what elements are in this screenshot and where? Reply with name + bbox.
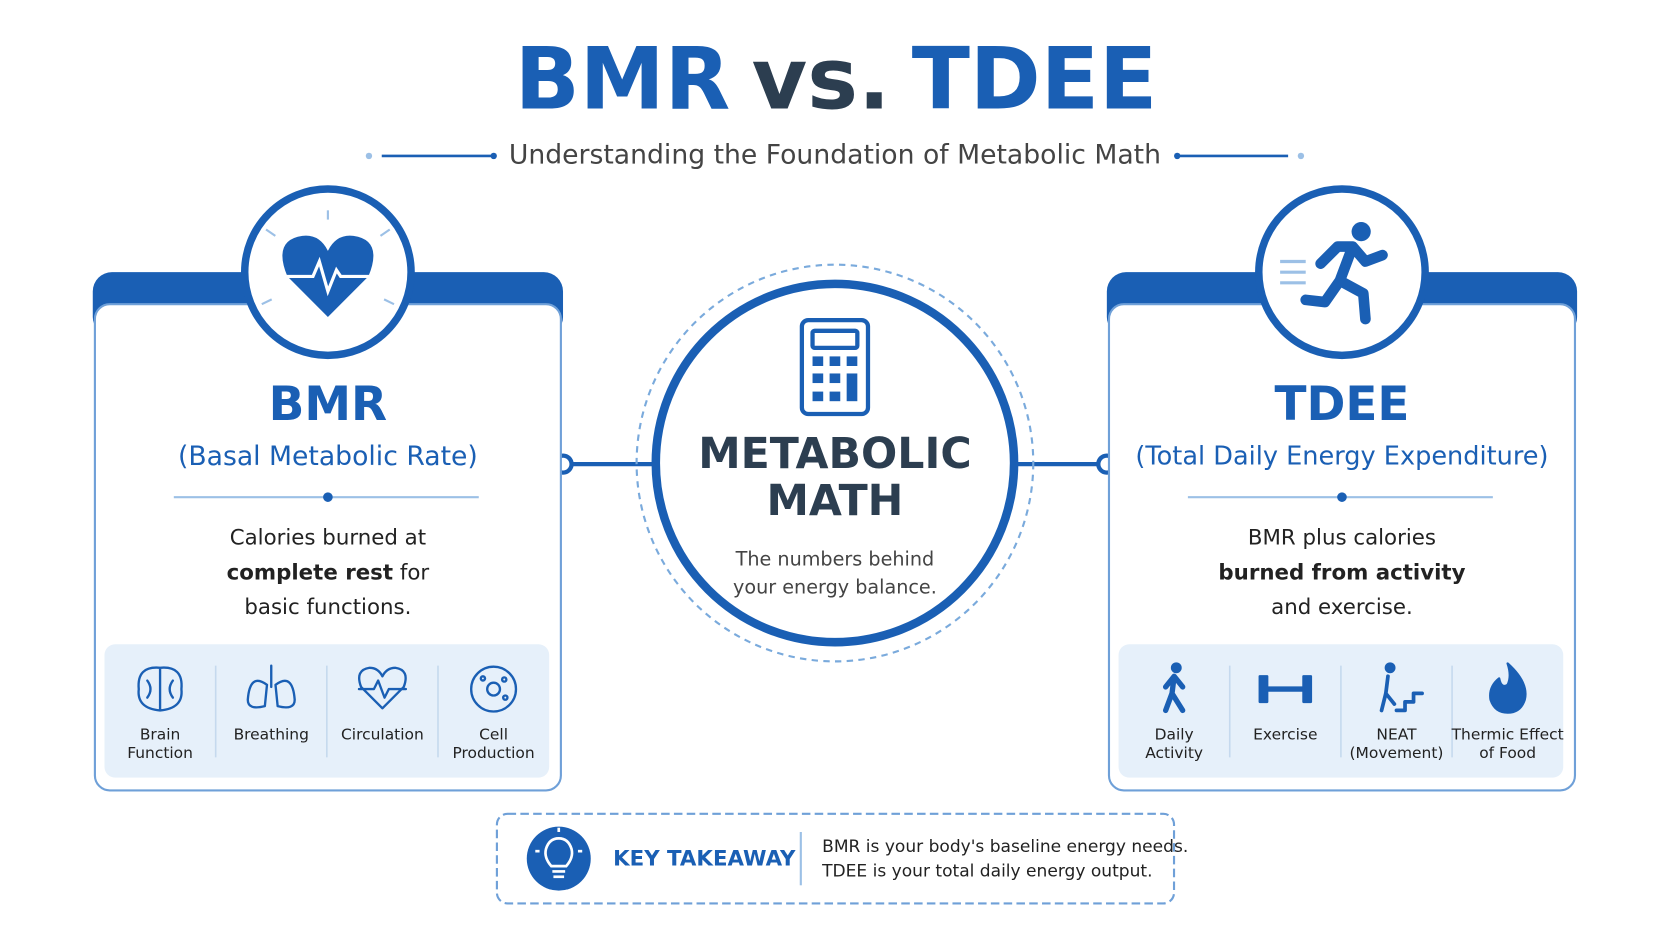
card-description: complete rest for bbox=[227, 560, 430, 585]
card: TDEE (Total Daily Energy Expenditure) BMR … bbox=[1106, 185, 1578, 792]
takeaway-text: BMR is your body's baseline energy needs… bbox=[822, 837, 1188, 857]
item-label: Brain bbox=[140, 725, 181, 743]
item-label: NEAT bbox=[1376, 725, 1417, 743]
takeaway-text: TDEE is your total daily energy output. bbox=[821, 861, 1152, 881]
walk-icon bbox=[1170, 662, 1182, 674]
item-icon bbox=[357, 666, 408, 710]
description-segment: Calories burned at bbox=[230, 526, 426, 551]
dumbbell-icon bbox=[1258, 675, 1269, 704]
card-description: burned from activity bbox=[1218, 560, 1465, 585]
heart-badge-icon bbox=[282, 235, 374, 317]
description-segment: burned from activity bbox=[1218, 560, 1465, 585]
ray bbox=[383, 298, 395, 306]
ray bbox=[379, 228, 391, 237]
bulb-icon bbox=[535, 827, 583, 879]
takeaway-label: KEY TAKEAWAY bbox=[613, 847, 796, 872]
card-subtitle: (Total Daily Energy Expenditure) bbox=[1135, 442, 1548, 472]
item-label: Circulation bbox=[341, 725, 424, 743]
center-title: MATH bbox=[766, 476, 903, 526]
divider-dot bbox=[323, 492, 333, 502]
description-segment: complete rest bbox=[227, 560, 393, 585]
subtitle: Understanding the Foundation of Metaboli… bbox=[509, 139, 1161, 170]
item-label: (Movement) bbox=[1350, 744, 1444, 762]
item-icon bbox=[1379, 662, 1424, 713]
cell-icon bbox=[470, 665, 518, 713]
item-icon bbox=[137, 666, 183, 712]
cell-icon bbox=[501, 694, 509, 701]
title: BMR vs. TDEE bbox=[515, 31, 1158, 130]
calculator-icon bbox=[799, 318, 871, 417]
item-label: Activity bbox=[1145, 744, 1203, 762]
stairs-icon bbox=[1379, 674, 1424, 713]
subtitle-decoration bbox=[365, 152, 1305, 160]
walk-icon bbox=[1162, 673, 1186, 714]
lungs-icon bbox=[246, 664, 296, 709]
bulb-badge bbox=[526, 826, 591, 891]
item-icon bbox=[470, 665, 518, 713]
stairs-icon bbox=[1384, 662, 1396, 674]
item-icon bbox=[246, 664, 296, 709]
item-icon bbox=[1162, 662, 1186, 714]
card-description: Calories burned at bbox=[230, 526, 426, 551]
card-title: TDEE bbox=[1274, 377, 1409, 432]
item-label: of Food bbox=[1479, 744, 1536, 762]
description-segment: for bbox=[393, 560, 429, 585]
card-description: BMR plus calories bbox=[1248, 526, 1436, 551]
runner-icon bbox=[1351, 222, 1371, 242]
description-segment: BMR plus calories bbox=[1248, 526, 1436, 551]
card-description: basic functions. bbox=[244, 595, 411, 620]
card: BMR (Basal Metabolic Rate) Calories burned… bbox=[92, 185, 564, 792]
cell-icon bbox=[479, 675, 487, 682]
badge-icon bbox=[1280, 222, 1388, 325]
description-segment: basic functions. bbox=[244, 595, 411, 620]
divider-dot bbox=[1337, 492, 1347, 502]
cell-icon bbox=[486, 681, 502, 697]
dumbbell-icon bbox=[1302, 675, 1313, 704]
center-text: The numbers behind bbox=[735, 548, 935, 571]
item-label: Exercise bbox=[1253, 725, 1317, 743]
card-description: and exercise. bbox=[1271, 595, 1413, 620]
cell-icon bbox=[500, 676, 508, 683]
item-label: Breathing bbox=[234, 725, 309, 743]
takeaway-box bbox=[495, 812, 1176, 905]
pulse-line bbox=[280, 256, 375, 297]
item-icon bbox=[1258, 675, 1313, 704]
heart-pulse-icon bbox=[357, 666, 408, 710]
center-title: METABOLIC bbox=[698, 429, 971, 479]
title-left: BMR bbox=[515, 31, 731, 130]
card-title: BMR bbox=[269, 377, 388, 432]
title-right: TDEE bbox=[912, 31, 1158, 130]
item-icon bbox=[1489, 662, 1527, 714]
item-label: Cell bbox=[479, 725, 508, 743]
center-circle bbox=[651, 279, 1019, 647]
item-label: Function bbox=[127, 744, 193, 762]
item-label: Thermic Effect bbox=[1451, 725, 1564, 743]
flame-icon bbox=[1489, 662, 1527, 714]
center-outer-ring bbox=[635, 263, 1035, 663]
title-mid: vs. bbox=[752, 31, 891, 130]
badge-icon bbox=[261, 210, 395, 317]
description-segment: and exercise. bbox=[1271, 595, 1413, 620]
runner-icon bbox=[1300, 241, 1388, 325]
brain-icon bbox=[137, 666, 183, 712]
center-text: your energy balance. bbox=[733, 575, 937, 598]
item-label: Daily bbox=[1155, 725, 1194, 743]
item-label: Production bbox=[452, 744, 534, 762]
ray bbox=[265, 228, 276, 237]
card-subtitle: (Basal Metabolic Rate) bbox=[178, 441, 478, 472]
ray bbox=[261, 298, 273, 306]
